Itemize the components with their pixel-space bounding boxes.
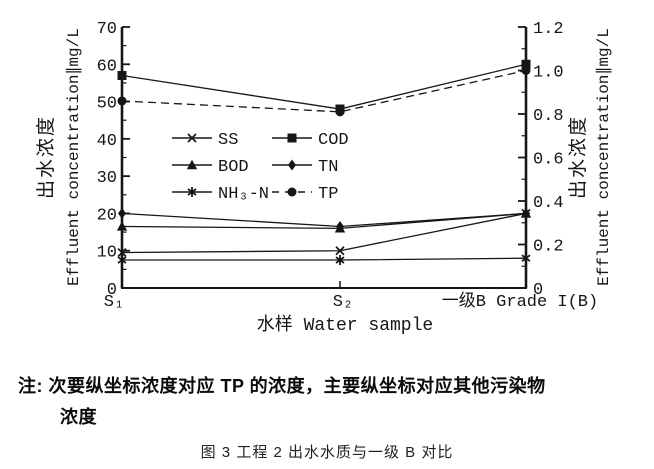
legend-marker-NH₃-N [187, 187, 197, 197]
x-category-label-s2: S₂ [333, 293, 353, 312]
y-right-tick-label: 0.6 [533, 151, 564, 170]
y-right-tick-label: 0.4 [533, 194, 564, 213]
y-right-tick-label: 0.8 [533, 107, 564, 126]
legend-label-SS: SS [218, 131, 238, 150]
y-left-tick-label: 60 [97, 57, 117, 76]
series-SS-marker [335, 246, 345, 256]
legend-marker-TN [288, 159, 296, 171]
x-category-label-grade1b: 一级B Grade I(B) [442, 291, 598, 312]
series-SS-line [121, 212, 527, 254]
y-left-tick-label: 50 [97, 95, 117, 114]
y-left-tick-label: 10 [97, 244, 117, 263]
y-left-tick-label: 40 [97, 132, 117, 151]
legend-marker-SS [187, 133, 197, 143]
y-right-tick-label: 1.2 [533, 20, 564, 39]
y-left-title-en: Effluent concentration∥mg/L [65, 28, 83, 286]
series-SS-marker [117, 247, 127, 258]
figure-note: 注: 次要纵坐标浓度对应 TP 的浓度，主要纵坐标对应其他污染物 浓度 [18, 371, 638, 433]
legend-marker-TP [287, 187, 297, 197]
note-line-2: 浓度 [60, 407, 97, 427]
series-NH₃-N-line [122, 257, 527, 261]
y-right-title-en: Effluent concentration∥mg/L [595, 28, 613, 286]
y-right-tick-label: 1.0 [533, 64, 564, 83]
series-TP-line [121, 69, 527, 113]
series-TP-marker [335, 107, 345, 117]
figure-caption: 图 3 工程 2 出水水质与一级 B 对比 [200, 444, 454, 461]
y-left-tick-label: 70 [97, 20, 117, 39]
y-left-tick-label: 30 [97, 169, 117, 188]
y-right-tick-label: 0 [533, 281, 543, 300]
legend-marker-COD [287, 133, 297, 143]
y-left-tick-label: 20 [97, 206, 117, 225]
series-TP-marker [117, 96, 127, 106]
series-COD-marker [521, 59, 531, 69]
series-NH₃-N-marker [117, 255, 127, 266]
series-TN-line [121, 212, 527, 228]
series-TP-marker [521, 66, 531, 75]
note-line-1: 注: 次要纵坐标浓度对应 TP 的浓度，主要纵坐标对应其他污染物 [18, 376, 546, 396]
y-right-title-zh: 出水浓度 [567, 115, 590, 199]
y-left-title-zh: 出水浓度 [35, 115, 58, 199]
x-category-label-s1: S₁ [104, 293, 124, 312]
legend-marker-BOD [186, 159, 198, 170]
legend-label-TP: TP [318, 185, 338, 204]
series-NH₃-N-marker [335, 255, 345, 266]
y-left-tick-label: 0 [107, 281, 117, 300]
legend-label-TN: TN [318, 158, 338, 177]
series-COD-line [121, 63, 527, 110]
series-TN-marker [522, 207, 530, 219]
series-BOD-marker [116, 221, 128, 231]
legend-label-BOD: BOD [218, 158, 249, 177]
series-TN-marker [118, 207, 126, 219]
series-COD-marker [117, 70, 127, 80]
series-TN-marker [336, 220, 344, 232]
legend-label-NH₃-N: NH₃-N [218, 185, 269, 204]
y-right-tick-label: 0.2 [533, 238, 564, 257]
series-NH₃-N-marker [521, 253, 531, 264]
line-chart: 0 10 20 30 40 50 60 70 0 0.2 0.4 0.6 0.8 1.0 1.2 S₁ S₂ 一级… [35, 20, 613, 336]
x-axis-title: 水样 Water sample [257, 314, 433, 336]
legend-label-COD: COD [318, 131, 349, 150]
